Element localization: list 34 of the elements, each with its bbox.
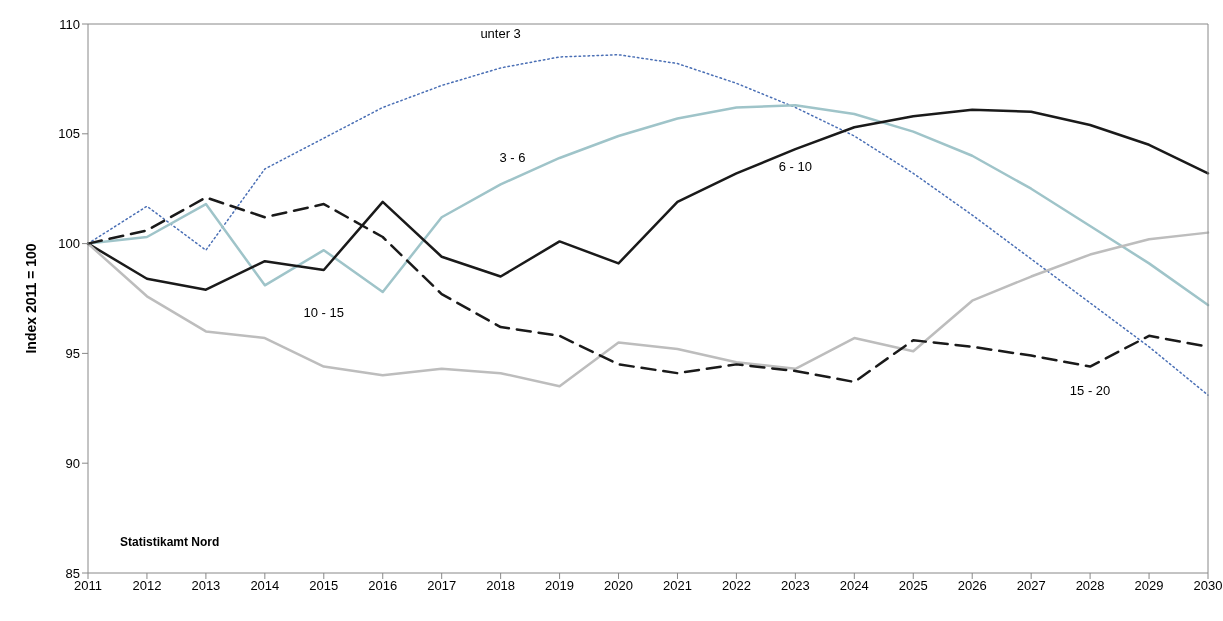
- x-tick-label: 2025: [898, 578, 928, 594]
- x-tick-label: 2018: [486, 578, 516, 594]
- y-tick-label: 105: [58, 126, 80, 142]
- x-tick-label: 2026: [957, 578, 987, 594]
- x-tick-label: 2023: [780, 578, 810, 594]
- text: 10 - 15: [303, 304, 345, 320]
- x-tick-label: 2030: [1193, 578, 1223, 594]
- y-tick-label: 100: [58, 236, 80, 252]
- x-tick-label: 2016: [368, 578, 398, 594]
- x-tick-label: 2029: [1134, 578, 1164, 594]
- x-tick-label: 2021: [663, 578, 692, 594]
- x-tick-label: 2017: [427, 578, 457, 594]
- series-label: 3 - 6: [499, 150, 526, 166]
- line-series: [86, 231, 1210, 388]
- x-tick-label: 2013: [191, 578, 221, 594]
- annotation: Statistikamt Nord: [120, 535, 220, 549]
- x-tick-label: 2020: [604, 578, 633, 594]
- x-tick-label: 2028: [1075, 578, 1105, 594]
- y-tick-label: 110: [59, 16, 80, 32]
- x-tick-label: 2024: [839, 578, 869, 594]
- y-tick-label: 90: [65, 455, 80, 471]
- y-tick-label: 95: [65, 346, 80, 362]
- x-tick-label: 2015: [309, 578, 339, 594]
- y-axis-title: Index 2011 = 100: [22, 243, 39, 354]
- x-tick-label: 2027: [1016, 578, 1046, 594]
- x-tick-label: 2022: [721, 578, 751, 594]
- x-tick-label: 2011: [74, 578, 102, 594]
- x-tick-label: 2019: [545, 578, 575, 594]
- series-label: 6 - 10: [778, 159, 812, 175]
- series-label: unter 3: [480, 25, 521, 41]
- x-tick-label: 2012: [132, 578, 162, 594]
- y-tick-label: 85: [65, 565, 80, 581]
- x-tick-label: 2014: [250, 578, 280, 594]
- series-label: 15 - 20: [1069, 382, 1111, 398]
